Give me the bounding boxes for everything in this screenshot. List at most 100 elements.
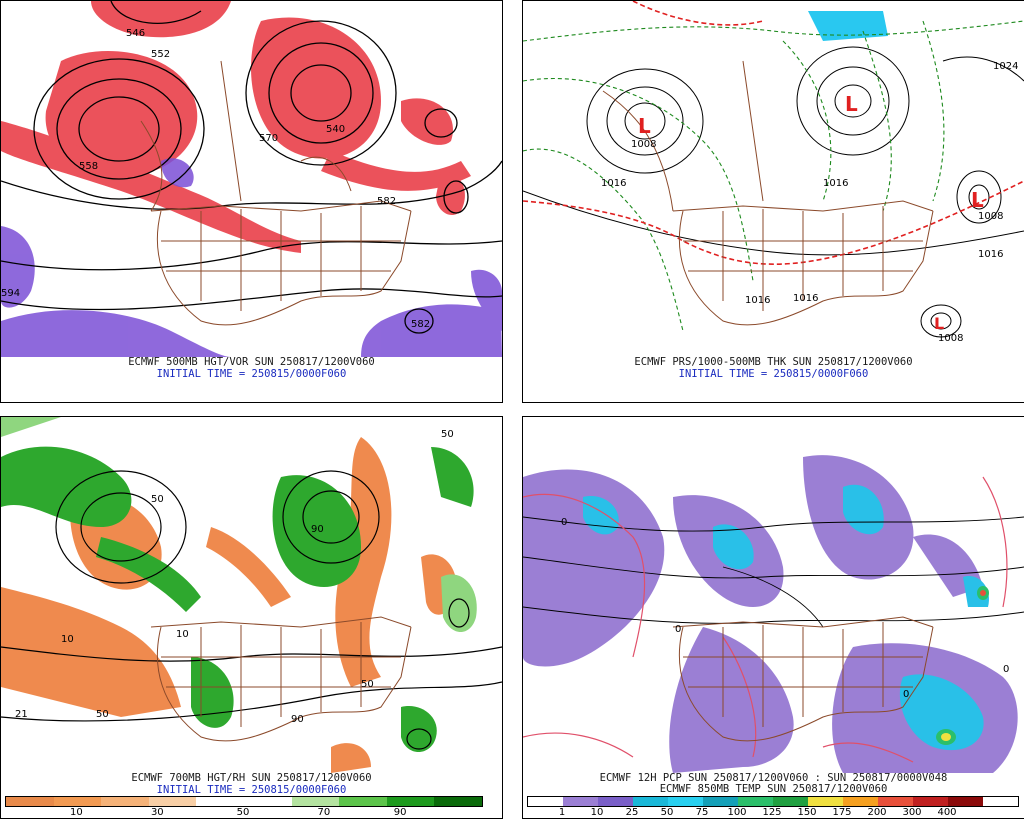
colorbar-swatch — [913, 797, 948, 806]
contour-label: 1008 — [938, 333, 963, 344]
map-precip-850mb-temp: 0 0 0 0 — [523, 417, 1024, 773]
colorbar-swatch — [738, 797, 773, 806]
contour-label: 0 — [1003, 664, 1009, 675]
colorbar-tick-label: 50 — [236, 807, 250, 818]
vorticity-field — [1, 1, 471, 253]
colorbar-swatch — [101, 797, 149, 806]
humidity-colorbar-ticks: 10 30 50 70 90 — [5, 807, 481, 818]
panel-precip-850mb-temp: 0 0 0 0 ECMWF 12H PCP SUN 250817/1200V06… — [522, 416, 1024, 819]
precip-colorbar-ticks: 1 10 25 50 75 100 125 150 175 200 300 400 — [527, 807, 1017, 818]
contour-label: 582 — [411, 319, 430, 330]
thickness-contours — [523, 20, 1024, 332]
temperature-contours — [523, 516, 1024, 628]
political-borders — [150, 616, 412, 742]
contour-label: 50 — [441, 429, 454, 440]
colorbar-swatch — [878, 797, 913, 806]
colorbar-tick-label: 25 — [625, 807, 639, 818]
colorbar-tick-label: 30 — [150, 807, 164, 818]
colorbar-swatch — [703, 797, 738, 806]
contour-label: 50 — [96, 709, 109, 720]
colorbar-swatch — [386, 797, 435, 806]
colorbar-swatch — [434, 797, 482, 806]
colorbar-tick-label: 300 — [902, 807, 922, 818]
colorbar-swatch — [843, 797, 878, 806]
colorbar-swatch — [633, 797, 668, 806]
contour-label: 0 — [561, 517, 567, 528]
colorbar-swatch — [196, 797, 244, 806]
colorbar-swatch — [983, 797, 1018, 806]
humidity-colorbar — [5, 796, 483, 807]
colorbar-tick-label: 175 — [832, 807, 852, 818]
colorbar-tick-label: 100 — [727, 807, 747, 818]
colorbar-tick-label: 125 — [762, 807, 782, 818]
contour-label: 1016 — [745, 295, 770, 306]
colorbar-tick-label: 200 — [867, 807, 887, 818]
colorbar-swatch — [53, 797, 102, 806]
contour-label: 1008 — [631, 139, 656, 150]
contour-label: 1016 — [793, 293, 818, 304]
colorbar-tick-label: 10 — [590, 807, 604, 818]
low-vorticity-field — [1, 158, 502, 357]
low-symbol: L — [638, 114, 651, 138]
contour-label: 90 — [291, 714, 304, 725]
contour-label: 1008 — [978, 211, 1003, 222]
height-contours — [1, 1, 502, 334]
panel-caption-title: ECMWF 500MB HGT/VOR SUN 250817/1200V060 — [128, 356, 375, 368]
contour-label: 582 — [377, 196, 396, 207]
panel-500mb-vorticity: 546 558 570 582 594 552 540 582 ECMWF 50… — [0, 0, 503, 403]
colorbar-swatch — [243, 797, 292, 806]
contour-label-group: 10 50 90 50 10 90 50 21 50 — [15, 429, 454, 725]
low-center-group: L L L L — [638, 92, 984, 333]
panel-pressure-thickness: L L L L 1008 1016 1024 1016 1008 1016 10… — [522, 0, 1024, 403]
height-contours — [1, 470, 502, 750]
colorbar-swatch — [948, 797, 983, 806]
map-500mb-vorticity: 546 558 570 582 594 552 540 582 — [1, 1, 502, 357]
contour-label: 10 — [61, 634, 74, 645]
contour-label: 594 — [1, 288, 20, 299]
colorbar-swatch — [148, 797, 197, 806]
sea-ice-shading — [808, 11, 888, 41]
colorbar-swatch — [528, 797, 563, 806]
panel-700mb-humidity: 10 50 90 50 10 90 50 21 50 ECMWF 700MB H… — [0, 416, 503, 819]
contour-label-group: 546 558 570 582 594 552 540 582 — [1, 28, 430, 330]
contour-label: 540 — [326, 124, 345, 135]
contour-label-group: 1008 1016 1024 1016 1008 1016 1016 1008 … — [601, 61, 1018, 344]
colorbar-tick-label: 1 — [558, 807, 566, 818]
colorbar-swatch — [6, 797, 54, 806]
map-pressure-thickness: L L L L 1008 1016 1024 1016 1008 1016 10… — [523, 1, 1024, 357]
contour-label: 570 — [259, 133, 278, 144]
colorbar-tick-label: 75 — [695, 807, 709, 818]
contour-label: 1024 — [993, 61, 1018, 72]
panel-caption-title: ECMWF PRS/1000-500MB THK SUN 250817/1200… — [634, 356, 913, 368]
panel-caption-title: ECMWF 12H PCP SUN 250817/1200V060 : SUN … — [599, 772, 948, 784]
colorbar-tick-label: 400 — [937, 807, 957, 818]
colorbar-swatch — [668, 797, 703, 806]
contour-label: 10 — [176, 629, 189, 640]
heavy-precip-field — [936, 586, 989, 745]
contour-label: 0 — [675, 624, 681, 635]
panel-caption-subtitle: ECMWF 850MB TEMP SUN 250817/1200V060 — [659, 783, 888, 795]
contour-label: 90 — [311, 524, 324, 535]
contour-label: 0 — [903, 689, 909, 700]
colorbar-swatch — [773, 797, 808, 806]
panel-caption-initial-time: INITIAL TIME = 250815/0000F060 — [156, 368, 347, 380]
panel-caption-initial-time: INITIAL TIME = 250815/0000F060 — [678, 368, 869, 380]
contour-label: 50 — [151, 494, 164, 505]
colorbar-swatch — [808, 797, 843, 806]
contour-label: 21 — [15, 709, 28, 720]
contour-label-group: 0 0 0 0 — [561, 517, 1009, 700]
political-borders — [672, 616, 934, 742]
colorbar-tick-label: 90 — [393, 807, 407, 818]
contour-label: 1016 — [601, 178, 626, 189]
low-symbol: L — [934, 314, 944, 333]
contour-label: 1016 — [823, 178, 848, 189]
low-symbol: L — [845, 92, 858, 116]
low-symbol: L — [971, 188, 984, 212]
moist-air-field — [1, 446, 474, 752]
colorbar-tick-label: 70 — [317, 807, 331, 818]
political-borders — [602, 60, 934, 326]
colorbar-swatch — [339, 797, 387, 806]
contour-label: 552 — [151, 49, 170, 60]
panel-caption-title: ECMWF 700MB HGT/RH SUN 250817/1200V060 — [131, 772, 372, 784]
contour-label: 558 — [79, 161, 98, 172]
